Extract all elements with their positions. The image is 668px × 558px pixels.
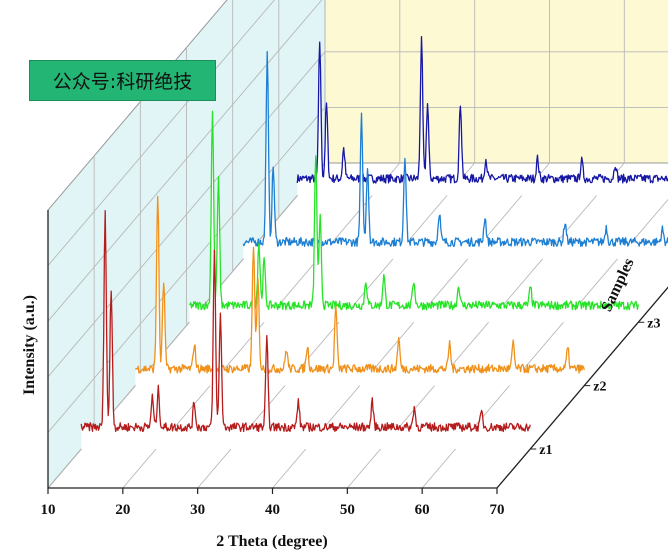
x-tick-label: 40 <box>265 502 280 518</box>
series-occluder-z5 <box>297 36 668 196</box>
series-layer <box>80 36 668 449</box>
chart-labels: z5z4z3z2z110203040506070 <box>41 316 661 518</box>
x-tick-label: 10 <box>41 502 56 518</box>
z-tick-label: z2 <box>593 380 606 395</box>
x-axis-title: 2 Theta (degree) <box>216 533 327 550</box>
x-tick-label: 30 <box>190 502 205 518</box>
series-line-z2 <box>134 195 585 374</box>
z-tick-label: z3 <box>647 316 660 331</box>
z-axis-line <box>496 286 668 489</box>
series-line-z3 <box>189 110 639 311</box>
x-tick-label: 20 <box>115 502 130 518</box>
series-line-z5 <box>296 36 668 184</box>
x-tick-label: 50 <box>340 502 355 518</box>
x-tick-label: 60 <box>415 502 430 518</box>
watermark-badge: 公众号:科研绝技 <box>29 60 216 101</box>
series-line-z4 <box>242 50 668 248</box>
x-tick-label: 70 <box>490 502 505 518</box>
chart-axes <box>47 210 668 494</box>
back-wall <box>324 0 668 164</box>
y-axis-title: Intensity (a.u.) <box>21 295 38 395</box>
z-tick-label: z1 <box>539 443 552 458</box>
series-line-z1 <box>80 210 531 433</box>
